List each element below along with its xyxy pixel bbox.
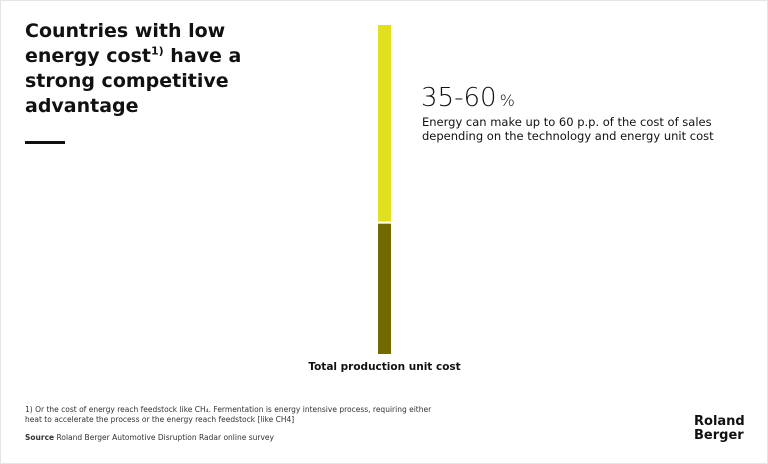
title-rule [25,141,65,144]
bar-segment [376,23,393,224]
annotation-range: 35-60 [421,83,497,113]
annotation-value: 35-60% [421,83,515,113]
annotation-text: Energy can make up to 60 p.p. of the cos… [422,115,714,143]
source-label: Source [25,433,55,442]
source: Source Roland Berger Automotive Disrupti… [25,433,274,442]
x-tick-label: Total production unit cost [308,361,460,373]
logo: Roland Berger [694,415,745,443]
title-footnote-mark: 1) [150,44,164,58]
footnote: 1) Or the cost of energy reach feedstock… [25,405,432,424]
annotation-unit: % [499,91,515,110]
bar-segment [376,221,393,356]
logo-line: Roland [694,414,745,429]
chart-title: Countries with low energy cost1) have a … [25,19,275,119]
title-text: Countries with low energy cost [25,20,226,67]
source-text: Roland Berger Automotive Disruption Rada… [56,433,274,442]
logo-line: Berger [694,428,744,443]
title-text: have a strong competitive advantage [25,45,242,117]
